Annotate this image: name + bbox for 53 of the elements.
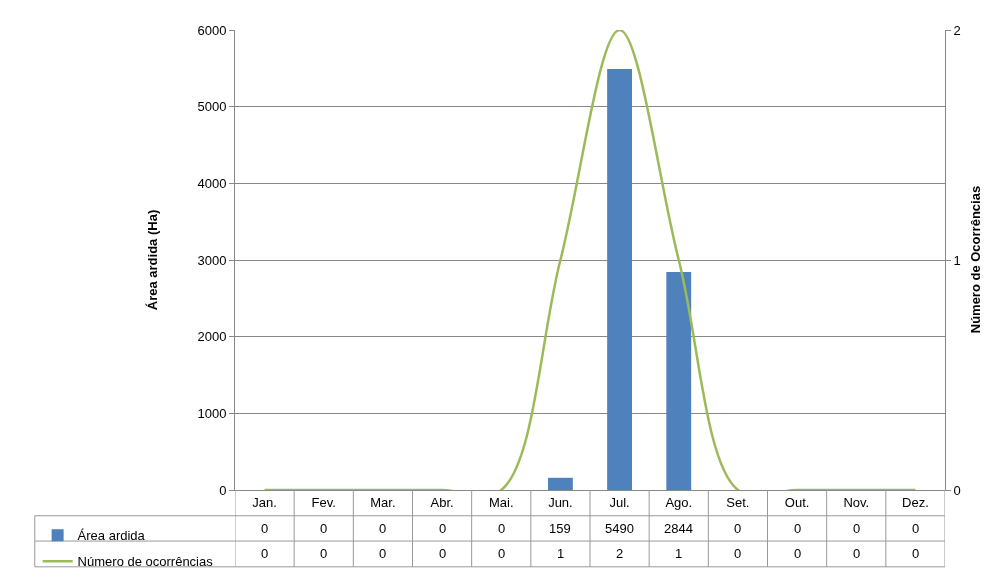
bar: [666, 271, 692, 490]
x-tick-label: Mar.: [370, 494, 396, 510]
legend-label: Número de ocorrências: [77, 554, 214, 570]
data-label: 0: [379, 521, 387, 536]
data-label: 0: [912, 521, 920, 536]
x-tick-label: Dez.: [902, 494, 929, 510]
x-tick-label: Jul.: [609, 494, 630, 510]
x-tick-label: Fev.: [311, 494, 336, 510]
x-tick-label: Set.: [726, 494, 750, 510]
y2-tick-label: 0: [953, 482, 961, 498]
y2-tick-label: 2: [953, 22, 961, 38]
data-label: 0: [734, 546, 742, 561]
y2-axis-title: Número de Ocorrências: [968, 185, 984, 334]
x-tick-label: Ago.: [665, 494, 693, 510]
data-label: 2844: [664, 521, 693, 536]
x-tick-label: Mai.: [488, 494, 514, 510]
x-tick-label: Abr.: [430, 494, 454, 510]
data-label: 0: [734, 521, 742, 536]
data-label: 0: [794, 521, 802, 536]
data-label: 0: [439, 521, 447, 536]
y-tick-label: 1000: [197, 405, 227, 421]
x-tick-label: Jan.: [252, 494, 277, 510]
data-label: 1: [557, 546, 565, 561]
data-label: 0: [794, 546, 802, 561]
y-tick-label: 3000: [197, 252, 227, 268]
y-tick-label: 0: [219, 482, 227, 498]
data-label: 159: [549, 521, 571, 536]
data-label: 0: [320, 521, 328, 536]
x-tick-label: Nov.: [843, 494, 870, 510]
bar: [547, 477, 573, 490]
y-tick-label: 2000: [197, 329, 227, 345]
data-label: 2: [616, 546, 624, 561]
data-label: 0: [853, 546, 861, 561]
data-label: 0: [498, 521, 506, 536]
bar: [607, 69, 633, 490]
data-label: 0: [261, 546, 269, 561]
data-label: 0: [853, 521, 861, 536]
data-label: 0: [261, 521, 269, 536]
data-label: 1: [675, 546, 683, 561]
y-tick-label: 6000: [197, 22, 227, 38]
x-tick-label: Out.: [784, 494, 810, 510]
data-label: 0: [379, 546, 387, 561]
data-label: 0: [439, 546, 447, 561]
y-tick-label: 4000: [197, 175, 227, 191]
data-label: 5490: [605, 521, 634, 536]
legend-label: Área ardida: [77, 528, 146, 544]
x-tick-label: Jun.: [548, 494, 573, 510]
y-tick-label: 5000: [197, 99, 227, 115]
data-label: 0: [320, 546, 328, 561]
y-axis-title: Área ardida (Ha): [145, 209, 161, 311]
data-label: 0: [912, 546, 920, 561]
data-label: 0: [498, 546, 506, 561]
y2-tick-label: 1: [953, 252, 961, 268]
